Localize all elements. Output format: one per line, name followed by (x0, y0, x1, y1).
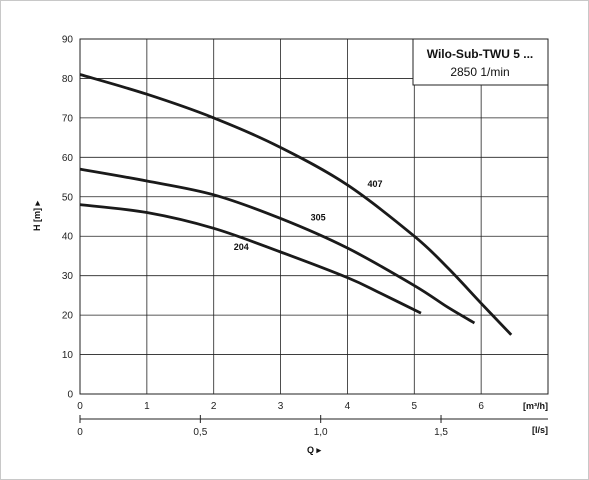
legend-subtitle: 2850 1/min (450, 65, 509, 79)
x-tick-label: 0 (77, 401, 83, 412)
grid (80, 39, 548, 394)
series-labels: 407 305 204 (234, 179, 383, 252)
secondary-x-axis: 0 0,5 1,0 1,5 (77, 415, 548, 438)
y-tick-label: 80 (62, 74, 74, 85)
y-tick-label: 20 (62, 311, 74, 322)
y-tick-label: 0 (67, 390, 73, 401)
y-tick-label: 50 (62, 192, 74, 203)
series-curve-204 (79, 203, 422, 315)
y-axis-title: H [m] ▸ (32, 201, 42, 231)
legend-box: Wilo-Sub-TWU 5 ... 2850 1/min (412, 38, 549, 86)
y-tick-label: 40 (62, 232, 74, 243)
x2-tick-label: 1,0 (314, 427, 328, 438)
y-tick-labels: 0 10 20 30 40 50 60 70 80 90 (62, 35, 74, 401)
x-tick-label: 2 (211, 401, 217, 412)
legend-frame (412, 38, 549, 86)
x-axis-unit: [m³/h] (523, 401, 548, 411)
x-tick-labels: 0 1 2 3 4 5 6 (77, 401, 484, 412)
y-tick-label: 90 (62, 35, 74, 46)
series-label-407: 407 (367, 179, 382, 189)
y-tick-label: 70 (62, 113, 74, 124)
series-label-204: 204 (234, 242, 249, 252)
x-tick-label: 1 (144, 401, 150, 412)
x-tick-label: 3 (278, 401, 284, 412)
x-axis-title: Q ▸ (307, 445, 322, 455)
x2-tick-label: 0,5 (193, 427, 207, 438)
series-curve-305 (79, 167, 476, 325)
series-curve-407 (79, 73, 513, 336)
x-tick-label: 6 (478, 401, 484, 412)
x2-tick-label: 0 (77, 427, 83, 438)
x-tick-label: 5 (412, 401, 418, 412)
series-curves (79, 73, 513, 336)
y-tick-label: 30 (62, 271, 74, 282)
x2-axis-unit: [l/s] (532, 425, 548, 435)
x-tick-label: 4 (345, 401, 351, 412)
y-tick-label: 60 (62, 153, 74, 164)
series-label-305: 305 (311, 212, 326, 222)
y-tick-label: 10 (62, 350, 74, 361)
legend-title: Wilo-Sub-TWU 5 ... (427, 47, 534, 61)
x2-tick-label: 1,5 (434, 427, 448, 438)
